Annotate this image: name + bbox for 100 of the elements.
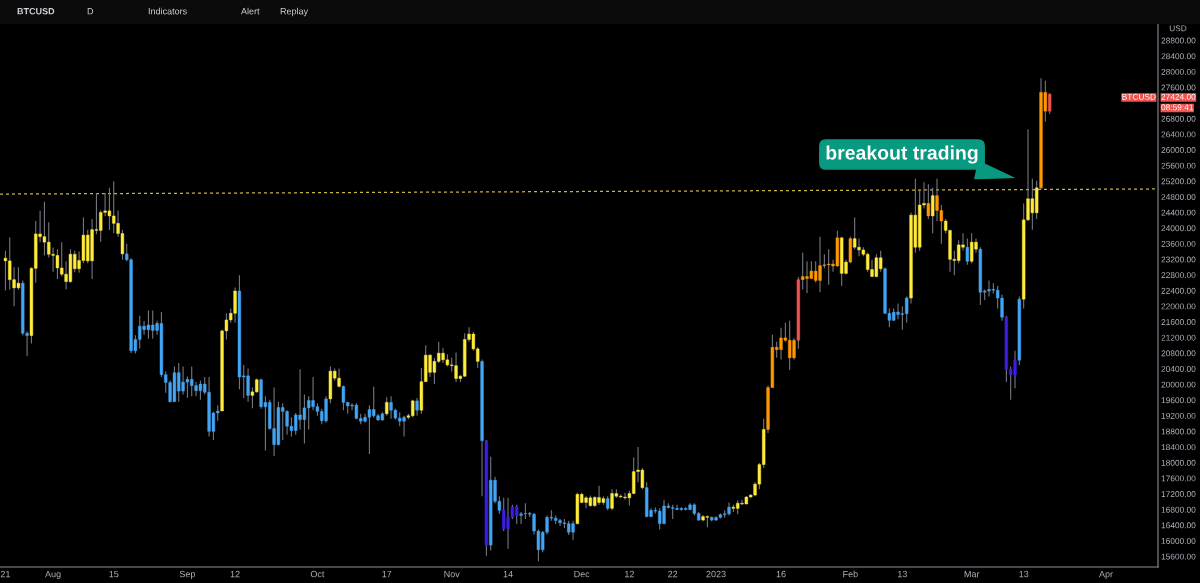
x-tick-label: 17 [382, 570, 392, 578]
candlestick [801, 252, 805, 290]
candlestick [441, 347, 445, 364]
candlestick [571, 520, 575, 541]
candlestick [233, 286, 237, 324]
candlestick [558, 518, 562, 527]
y-tick-label: 17200.00 [1161, 491, 1196, 497]
x-tick-label: Mar [964, 570, 980, 578]
y-tick-label: 28800.00 [1161, 37, 1196, 44]
y-axis-title: USD [1169, 25, 1187, 32]
x-tick-label: 22 [668, 570, 678, 578]
y-tick-label: 16400.00 [1161, 522, 1196, 529]
x-tick-label: Sep [179, 570, 196, 580]
y-tick-label: 26400.00 [1161, 131, 1196, 138]
text: 08:59:41 [1161, 104, 1194, 111]
y-tick-label: 23600.00 [1161, 240, 1196, 247]
y-tick-label: 20000.00 [1161, 381, 1196, 388]
candlestick [142, 320, 146, 336]
y-tick-label: 17600.00 [1161, 475, 1196, 482]
y-tick-label: 27600.00 [1161, 84, 1196, 91]
x-tick-label: 2023 [706, 570, 726, 578]
candlestick [194, 381, 198, 397]
x-tick-label: Dec [574, 570, 590, 578]
candlestick [311, 376, 315, 411]
annotation: breakout trading [826, 145, 978, 164]
y-tick-label: 21600.00 [1161, 319, 1196, 325]
candlestick [779, 327, 783, 360]
candlestick [428, 353, 432, 378]
y-tick-label: 20400.00 [1161, 366, 1196, 372]
candlestick [385, 396, 389, 417]
candlestick [324, 395, 328, 424]
candlestick [1013, 350, 1017, 389]
y-tick-label: 26800.00 [1161, 115, 1196, 122]
candlestick [272, 387, 276, 457]
candlestick [506, 497, 510, 550]
y-tick-label: 24400.00 [1161, 209, 1196, 216]
y-tick-label: 25200.00 [1161, 178, 1196, 185]
x-tick-label: 12 [625, 570, 634, 578]
candlestick [3, 250, 8, 292]
candlestick [818, 236, 822, 293]
y-tick-label: 26000.00 [1161, 147, 1196, 153]
y-tick-label: 22800.00 [1161, 272, 1196, 279]
y-tick-label: 16000.00 [1161, 538, 1196, 544]
y-tick-label: 15600.00 [1161, 553, 1196, 560]
candlestick [402, 415, 406, 437]
x-tick-label: Oct [310, 570, 325, 578]
candlestick [584, 495, 588, 509]
candlestick [970, 232, 974, 264]
candlestick [367, 404, 372, 455]
y-tick-label: 18400.00 [1161, 444, 1196, 451]
candlestick [662, 499, 666, 525]
candlestick [389, 395, 393, 420]
x-tick-label: Nov [444, 570, 460, 578]
y-tick-label: 19200.00 [1161, 412, 1196, 419]
y-tick-label: 28000.00 [1161, 68, 1196, 75]
candlestick [926, 183, 930, 220]
y-tick-label: 24800.00 [1161, 193, 1196, 200]
candlestick [107, 187, 112, 231]
candlestick [597, 485, 601, 506]
candlestick [1000, 294, 1004, 322]
candlestick [610, 488, 614, 511]
candlestick [935, 178, 939, 222]
y-tick-label: 19600.00 [1161, 397, 1196, 404]
x-tick-label: 16 [776, 570, 786, 578]
x-tick-label: Apr [1099, 570, 1113, 580]
candlestick [519, 511, 523, 525]
candlestick [146, 310, 151, 340]
y-tick-label: 28400.00 [1161, 53, 1196, 60]
y-tick-label: 25600.00 [1161, 162, 1196, 169]
y-tick-label: 24000.00 [1161, 225, 1196, 232]
x-tick-label: 12 [230, 570, 240, 578]
x-tick-label: Feb [843, 570, 858, 578]
candlestick [55, 248, 60, 280]
x-tick-label: 21 [0, 570, 10, 578]
y-tick-label: 20800.00 [1161, 350, 1196, 357]
candlestick [298, 368, 302, 430]
x-tick-label: 13 [1019, 570, 1029, 578]
candlestick [42, 201, 47, 256]
text: D [87, 8, 94, 15]
candlestick [523, 502, 528, 520]
candlestick [454, 351, 458, 383]
candlestick [16, 266, 21, 291]
text: 27424.00 [1161, 93, 1196, 100]
y-tick-label: 22400.00 [1161, 287, 1196, 294]
y-tick-label: 22000.00 [1161, 303, 1196, 310]
annotation: BTCUSD [1122, 93, 1156, 100]
y-tick-label: 18800.00 [1161, 428, 1196, 435]
candlestick [623, 492, 627, 501]
y-tick-label: 23200.00 [1161, 256, 1196, 263]
text: Alert [241, 7, 260, 15]
x-tick-label: 13 [898, 570, 907, 578]
candlestick [987, 279, 991, 297]
candlestick [727, 501, 731, 516]
candlestick [337, 367, 341, 389]
y-tick-label: 18000.00 [1161, 459, 1196, 466]
candlestick [246, 367, 250, 403]
candlestick [675, 504, 679, 511]
candlestick [740, 499, 744, 506]
x-tick-label: 14 [503, 570, 513, 578]
y-tick-label: 16800.00 [1161, 506, 1196, 513]
